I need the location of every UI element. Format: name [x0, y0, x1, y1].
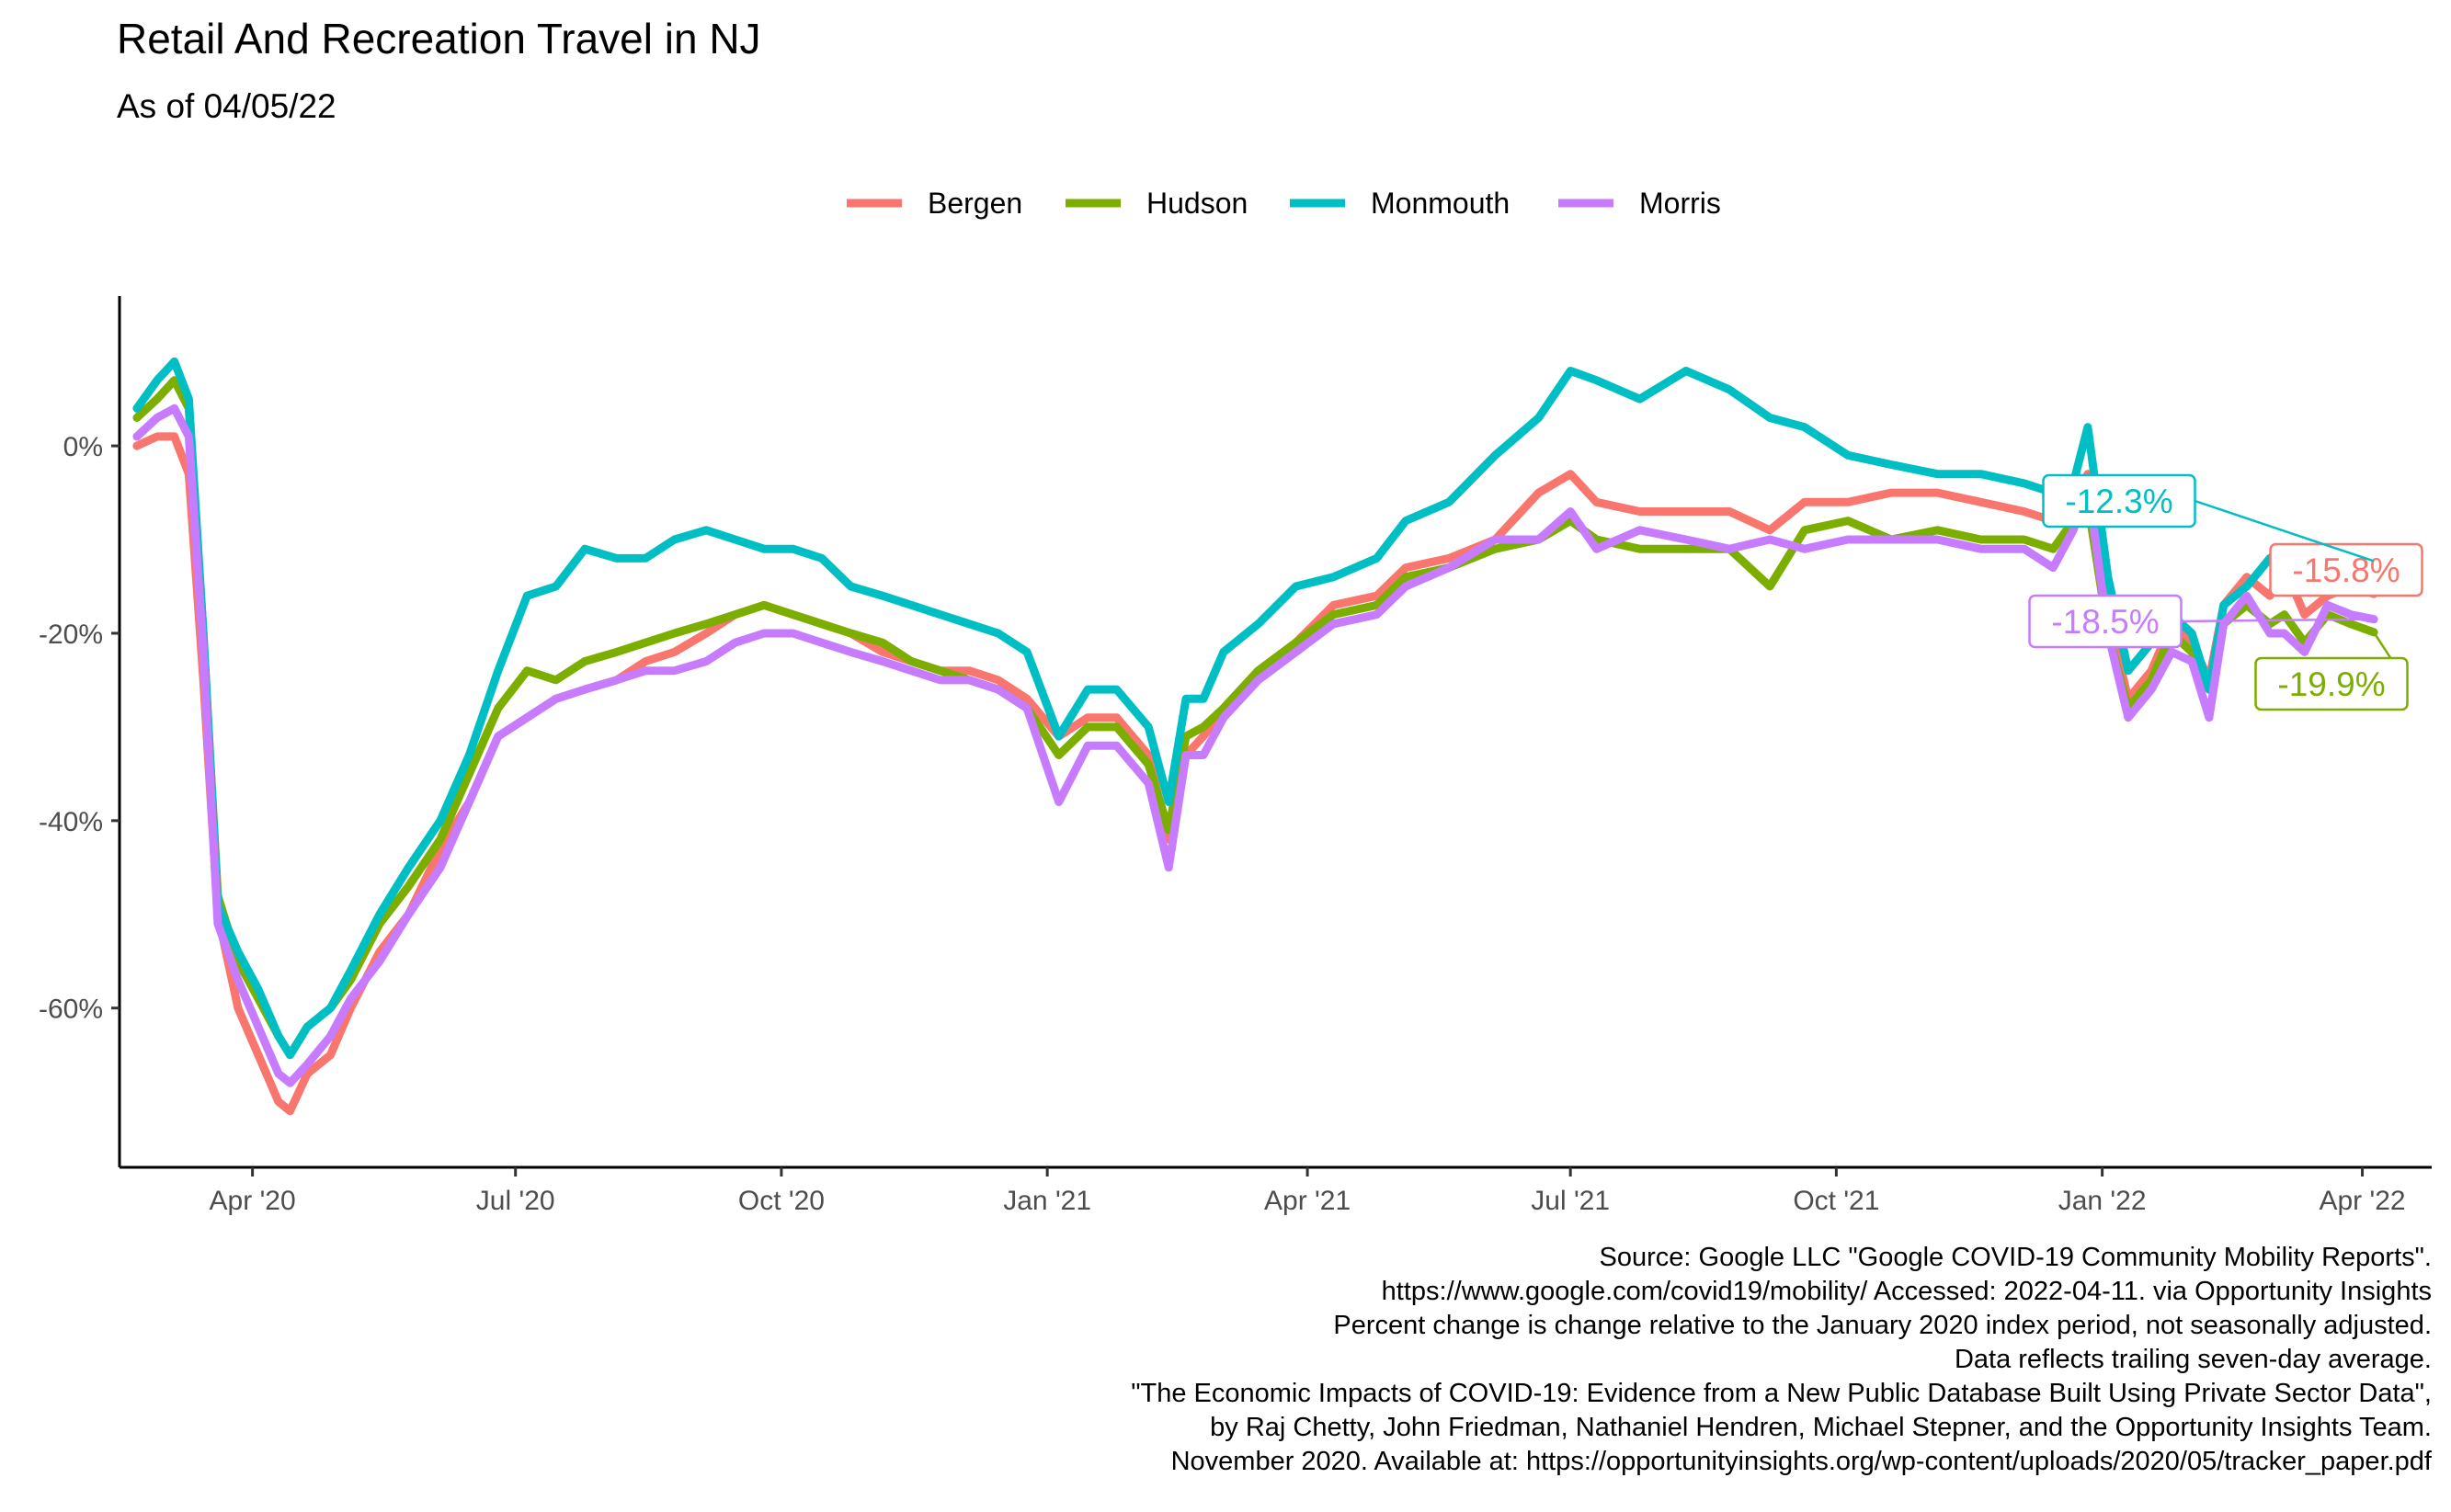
caption-line: Data reflects trailing seven-day average… — [1955, 1345, 2432, 1374]
end-label-hudson: -19.9% — [2277, 665, 2385, 703]
x-tick-label: Jan '21 — [1003, 1186, 1091, 1216]
x-ticks: Apr '20 Jul '20 Oct '20 Jan '21 Apr '21 Jul '… — [210, 1167, 2406, 1216]
series-line-monmouth — [132, 357, 2378, 1060]
end-label-box — [2254, 656, 2409, 711]
caption-line: "The Economic Impacts of COVID-19: Evide… — [1131, 1379, 2432, 1408]
legend-label-hudson: Hudson — [1146, 187, 1248, 220]
x-tick-label: Jul '20 — [476, 1186, 555, 1216]
end-label-box — [2042, 473, 2196, 529]
y-tick-label: -60% — [39, 995, 103, 1025]
x-tick-label: Apr '22 — [2319, 1186, 2405, 1216]
x-tick-label: Jul '21 — [1531, 1186, 1610, 1216]
y-tick-label: -40% — [39, 807, 103, 837]
chart-subtitle: As of 04/05/22 — [117, 87, 336, 125]
end-labels: -15.8% -19.9% -12.3% -18.5% — [2028, 473, 2423, 711]
series-layer — [132, 357, 2378, 1116]
x-tick-label: Jan '22 — [2058, 1186, 2147, 1216]
end-label-box — [2269, 542, 2423, 597]
series-line-morris — [132, 404, 2378, 1087]
legend-label-morris: Morris — [1639, 187, 1721, 220]
x-tick-label: Apr '21 — [1264, 1186, 1351, 1216]
caption-line: Source: Google LLC "Google COVID-19 Comm… — [1600, 1243, 2432, 1272]
caption-line: Percent change is change relative to the… — [1333, 1311, 2432, 1340]
y-ticks: 0% -20% -40% -60% — [39, 432, 120, 1025]
end-label-morris: -18.5% — [2051, 603, 2159, 641]
axes — [118, 296, 2432, 1169]
caption-line: November 2020. Available at: https://opp… — [1171, 1447, 2433, 1476]
end-label-leader — [2194, 499, 2375, 563]
chart-title: Retail And Recreation Travel in NJ — [117, 15, 761, 63]
end-label-leader — [2181, 618, 2375, 623]
y-tick-label: -20% — [39, 620, 103, 650]
end-label-monmouth: -12.3% — [2065, 483, 2172, 520]
y-tick-label: 0% — [63, 432, 103, 462]
x-tick-label: Oct '21 — [1793, 1186, 1879, 1216]
legend-label-bergen: Bergen — [928, 187, 1022, 220]
end-label-box — [2028, 594, 2183, 649]
x-tick-label: Oct '20 — [738, 1186, 825, 1216]
caption-line: by Raj Chetty, John Friedman, Nathaniel … — [1210, 1413, 2432, 1442]
caption: Source: Google LLC "Google COVID-19 Comm… — [1131, 1243, 2433, 1476]
end-label-bergen: -15.8% — [2292, 551, 2400, 589]
series-line-hudson — [132, 376, 2378, 1060]
x-tick-label: Apr '20 — [210, 1186, 296, 1216]
caption-line: https://www.google.com/covid19/mobility/… — [1382, 1277, 2432, 1306]
legend: Bergen Hudson Monmouth Morris — [847, 187, 1721, 220]
legend-label-monmouth: Monmouth — [1371, 187, 1510, 220]
